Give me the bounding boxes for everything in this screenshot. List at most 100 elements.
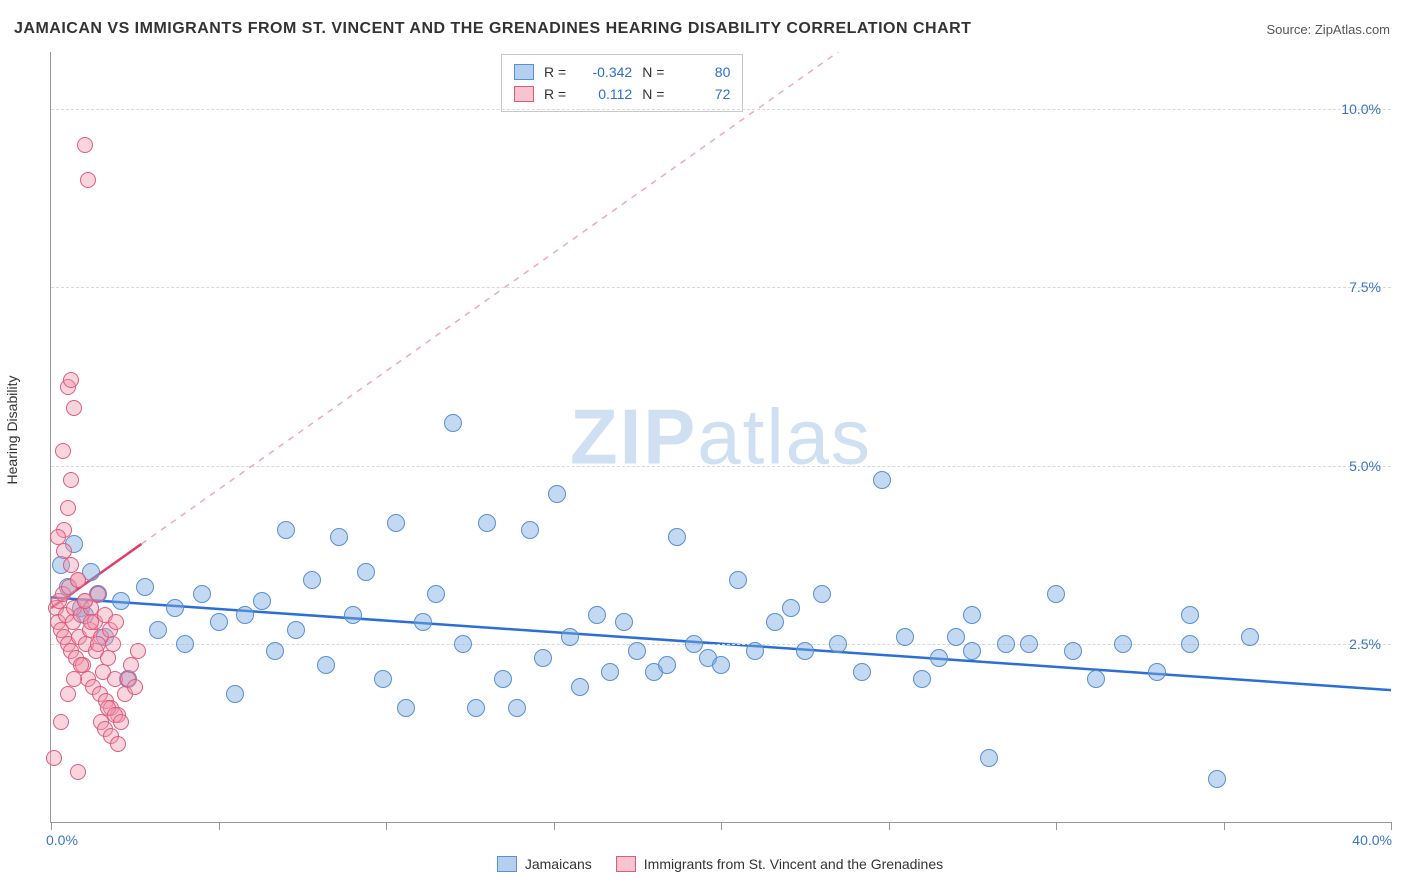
data-point <box>80 172 96 188</box>
n-label: N = <box>642 83 664 105</box>
data-point <box>1064 642 1082 660</box>
data-point <box>729 571 747 589</box>
data-point <box>963 606 981 624</box>
data-point <box>1087 670 1105 688</box>
data-point <box>685 635 703 653</box>
data-point <box>414 613 432 631</box>
data-point <box>397 699 415 717</box>
data-point <box>913 670 931 688</box>
stats-legend-row: R =-0.342N =80 <box>514 61 730 83</box>
data-point <box>66 671 82 687</box>
data-point <box>357 563 375 581</box>
data-point <box>548 485 566 503</box>
source-attribution: Source: ZipAtlas.com <box>1266 22 1390 37</box>
data-point <box>980 749 998 767</box>
x-tick <box>386 822 387 830</box>
data-point <box>60 686 76 702</box>
data-point <box>1148 663 1166 681</box>
legend-item: Immigrants from St. Vincent and the Gren… <box>616 856 943 872</box>
stats-legend-row: R =0.112N =72 <box>514 83 730 105</box>
data-point <box>136 578 154 596</box>
data-point <box>73 657 89 673</box>
data-point <box>176 635 194 653</box>
data-point <box>374 670 392 688</box>
data-point <box>149 621 167 639</box>
data-point <box>628 642 646 660</box>
data-point <box>77 137 93 153</box>
stats-legend: R =-0.342N =80R =0.112N =72 <box>501 54 743 112</box>
legend-swatch <box>514 64 534 80</box>
x-tick <box>219 822 220 830</box>
legend-label: Immigrants from St. Vincent and the Gren… <box>644 856 943 872</box>
data-point <box>60 500 76 516</box>
data-point <box>344 606 362 624</box>
data-point <box>130 643 146 659</box>
y-tick-label: 5.0% <box>1349 458 1381 474</box>
data-point <box>766 613 784 631</box>
data-point <box>1020 635 1038 653</box>
data-point <box>66 400 82 416</box>
data-point <box>571 678 589 696</box>
data-point <box>277 521 295 539</box>
data-point <box>1181 635 1199 653</box>
data-point <box>63 372 79 388</box>
data-point <box>853 663 871 681</box>
data-point <box>236 606 254 624</box>
r-value: 0.112 <box>576 83 632 105</box>
data-point <box>615 613 633 631</box>
data-point <box>561 628 579 646</box>
x-tick <box>1056 822 1057 830</box>
data-point <box>494 670 512 688</box>
data-point <box>100 650 116 666</box>
legend-swatch <box>616 856 636 872</box>
data-point <box>427 585 445 603</box>
n-value: 72 <box>674 83 730 105</box>
data-point <box>113 714 129 730</box>
legend-item: Jamaicans <box>497 856 592 872</box>
data-point <box>521 521 539 539</box>
data-point <box>467 699 485 717</box>
data-point <box>1241 628 1259 646</box>
data-point <box>303 571 321 589</box>
data-point <box>127 679 143 695</box>
data-point <box>1047 585 1065 603</box>
y-tick-label: 2.5% <box>1349 636 1381 652</box>
x-tick <box>1391 822 1392 830</box>
gridline <box>51 109 1391 110</box>
trendline-extension <box>141 52 888 544</box>
data-point <box>712 656 730 674</box>
data-point <box>930 649 948 667</box>
data-point <box>110 736 126 752</box>
data-point <box>796 642 814 660</box>
data-point <box>746 642 764 660</box>
data-point <box>963 642 981 660</box>
data-point <box>829 635 847 653</box>
x-tick <box>51 822 52 830</box>
data-point <box>83 614 99 630</box>
series-legend: Jamaicans Immigrants from St. Vincent and… <box>50 856 1390 872</box>
n-label: N = <box>642 61 664 83</box>
data-point <box>1114 635 1132 653</box>
legend-swatch <box>497 856 517 872</box>
data-point <box>90 636 106 652</box>
data-point <box>253 592 271 610</box>
data-point <box>105 636 121 652</box>
data-point <box>123 657 139 673</box>
data-point <box>55 443 71 459</box>
data-point <box>508 699 526 717</box>
x-axis-max-label: 40.0% <box>1352 832 1392 848</box>
x-tick <box>554 822 555 830</box>
data-point <box>1208 770 1226 788</box>
data-point <box>478 514 496 532</box>
data-point <box>947 628 965 646</box>
data-point <box>70 572 86 588</box>
data-point <box>193 585 211 603</box>
data-point <box>601 663 619 681</box>
y-tick-label: 7.5% <box>1349 279 1381 295</box>
data-point <box>387 514 405 532</box>
r-value: -0.342 <box>576 61 632 83</box>
chart-title: JAMAICAN VS IMMIGRANTS FROM ST. VINCENT … <box>14 20 971 38</box>
data-point <box>454 635 472 653</box>
x-axis-min-label: 0.0% <box>46 832 78 848</box>
data-point <box>77 593 93 609</box>
